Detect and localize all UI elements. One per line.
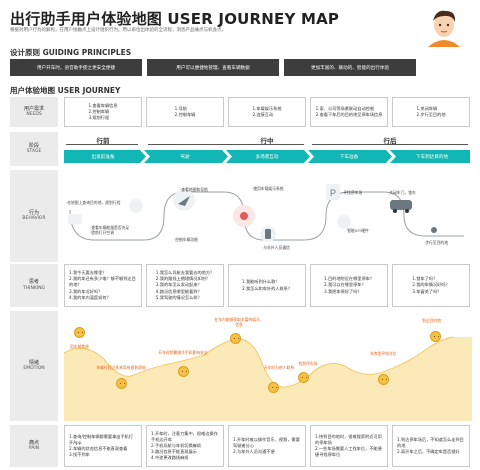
pain-cell-1: 1.查询/控制车辆都需要拿出手机打开App 2.车辆的状态信息不能直观查看 3.找不… — [64, 425, 142, 467]
emotion-face-5 — [268, 382, 279, 393]
emotion-face-6 — [298, 372, 309, 383]
behavior-note-8: ·寻找停车场 — [342, 190, 363, 195]
emotion-label-2: 车辆行程过多易导致规划烦恼 — [96, 365, 146, 370]
iot-icon — [337, 215, 351, 229]
needs-cell-5: 1.关闭车辆 2.步行至目的地 — [392, 97, 470, 127]
emotion-face-2 — [116, 378, 127, 389]
stage-4: 下车准备 — [339, 154, 359, 160]
stage-1: 出发前准备 — [91, 154, 115, 160]
emotion-curve — [64, 336, 472, 421]
emotion-face-4 — [230, 333, 241, 344]
emotion-label-1: 用车前焦虑 — [70, 344, 89, 349]
behavior-note-4: ·查看地图和导航 — [180, 187, 208, 192]
pain-cell-2: 1.开车时，注意力集中，很难边操作手机边开车 2.手机导航与车机切换麻烦 3.路况信… — [146, 425, 224, 467]
walk-icon — [431, 227, 437, 233]
thinking-cell-1: 1.我今天要去哪里？ 2.我的车还有多少电？够不够到达目的地？ 3.我的车况好吗？ 4… — [64, 264, 142, 307]
needs-cell-2: 1.导航 2.控制车辆 — [146, 97, 224, 127]
climate-icon — [129, 199, 143, 213]
behavior-note-10: ·关闭车门，锁车 — [388, 190, 416, 195]
phase-after: 行后 — [383, 137, 397, 145]
page-description: 根据对用户行为的解构，在用户接触点上设计组织行为。用以串位出体验的全流程，洞悉产… — [10, 28, 226, 33]
page-title: 出行助手用户体验地图 USER JOURNEY MAP — [10, 10, 340, 28]
principle-2: 用户可以便捷地管理、查看车辆数据 — [147, 59, 279, 76]
behavior-flow: P — [68, 184, 464, 242]
stage-arrows — [64, 150, 470, 163]
row-label-emotion: 情绪 EMOTION — [10, 311, 58, 421]
stage-2: 驾驶 — [180, 154, 190, 160]
behavior-note-9: ·智能IOT硬件 — [346, 228, 369, 233]
phase-divider-before — [66, 144, 138, 145]
emotion-label-8: 到达目的地 — [422, 318, 441, 323]
row-label-behavior: 行为 BEHAVIOR — [10, 170, 58, 262]
emotion-label-7: 车库里寻找车位 — [370, 351, 397, 356]
thinking-cell-3: 1.我能听到什么歌？ 2.我怎么和车外的人联系？ — [228, 264, 306, 307]
thinking-cell-4: 1.目的地附近在哪里停车？ 2.我可以在哪里停车？ 3.我把车停好了吗？ — [310, 264, 388, 307]
avatar-illustration — [423, 4, 465, 47]
behavior-note-7: ·与车外人员通信 — [262, 245, 290, 250]
parking-icon — [326, 184, 340, 200]
phase-before: 行前 — [96, 137, 110, 145]
needs-cell-4: 1.家、公司等场景联动自动控制 2.查看下车后的目的地至停车场信息 — [310, 97, 388, 127]
principle-3: 更加丰富的、联动的、智能的出行体验 — [284, 59, 416, 76]
pain-cell-5: 1.到达停车场后，不知道怎么走到目的地 2.离开车之后，不确定车是否锁好 — [392, 425, 470, 467]
pain-cell-3: 1.开车时难以操作音乐、视频，需要驾驶者分心 2.与车外人员沟通不便 — [228, 425, 306, 467]
emotion-label-4: 在车内能够获取丰富的娱乐、信息 — [214, 317, 264, 327]
emotion-label-5: 开车时与他人联系 — [263, 365, 295, 370]
svg-text:P: P — [330, 188, 336, 198]
phase-divider-after — [312, 144, 468, 145]
emotion-label-6: 找到停车场 — [298, 361, 318, 366]
behavior-note-11: ·步行至目的地 — [424, 240, 448, 245]
emotion-label-3: 开车时频繁操作手机影响安全 — [158, 350, 208, 355]
emotion-face-7 — [378, 374, 389, 385]
behavior-note-5: ·控制车辆功能 — [174, 237, 198, 242]
emotion-face-1 — [74, 327, 85, 338]
pain-cell-4: 1.快到目的地时，很难搜索附近可用的停车场 2.一些车场需要人工找车位，不能便捷寻… — [310, 425, 388, 467]
phase-during: 行中 — [260, 137, 274, 145]
emotion-face-3 — [178, 366, 189, 377]
car-lock-icon — [390, 200, 412, 210]
needs-cell-1: 1.查看车辆信息 2.控制车辆 3.规划行程 — [64, 97, 142, 127]
behavior-note-2: ·查看车辆能量是否充足 — [90, 225, 130, 230]
row-label-stage: 阶段 STAGE — [10, 132, 58, 166]
behavior-note-3: ·提前打开空调 — [90, 230, 114, 235]
row-label-pain: 痛点 PAIN — [10, 425, 58, 467]
behavior-note-6: ·使用车载娱乐系统 — [252, 186, 284, 191]
row-label-thinking: 思考 THINKING — [10, 264, 58, 307]
principles-heading: 设计原则 GUIDING PRINCIPLES — [10, 48, 132, 57]
phase-divider-during — [148, 144, 304, 145]
emotion-face-8 — [430, 331, 441, 342]
journey-heading: 用户体验地图 USER JOURNEY — [10, 86, 121, 95]
stage-5: 下车到达目的地 — [415, 154, 449, 160]
thinking-cell-5: 1.锁车了吗？ 2.我的车情况好吗？ 3.车窗关了吗？ — [392, 264, 470, 307]
principle-1: 用户开车时，语音助手使之更安全便捷 — [10, 59, 142, 76]
needs-cell-3: 1.车载娱乐系统 2.连接互动 — [228, 97, 306, 127]
behavior-note-1: ·在地图上查询目的地，规划行程 — [66, 200, 121, 205]
stage-3: 多场景互动 — [255, 154, 279, 160]
map-search-icon — [68, 214, 82, 224]
thinking-cell-2: 1.我怎么导航去我要去的地方？ 2.我的路线上拥堵情况如何？ 3.我的车怎么发动起来… — [146, 264, 224, 307]
row-label-needs: 用户需求 NEEDS — [10, 97, 58, 127]
